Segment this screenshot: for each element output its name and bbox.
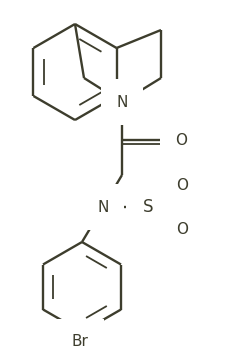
Text: N: N bbox=[97, 200, 108, 215]
Text: O: O bbox=[175, 177, 187, 192]
Text: S: S bbox=[142, 198, 153, 216]
Text: O: O bbox=[175, 221, 187, 236]
Text: Br: Br bbox=[71, 335, 88, 350]
Text: O: O bbox=[174, 132, 186, 147]
Text: N: N bbox=[116, 95, 127, 110]
